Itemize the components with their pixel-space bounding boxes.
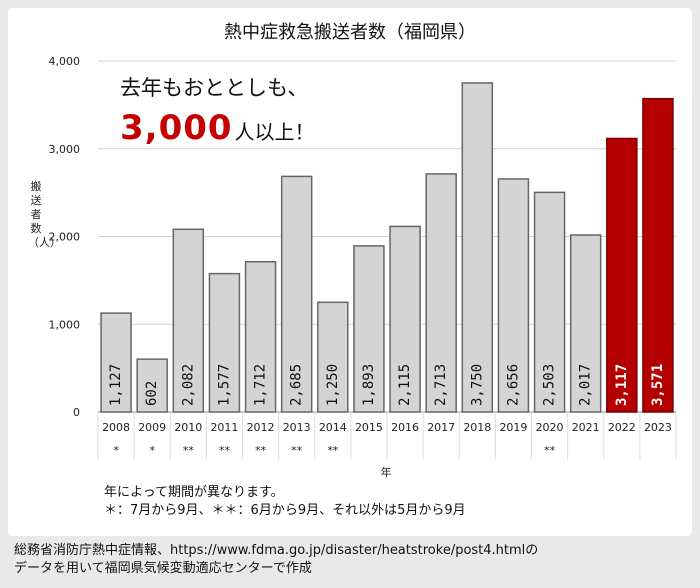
bar: [317, 301, 349, 413]
y-tick-label: 1,000: [49, 318, 81, 331]
x-tick-label: 2023: [644, 421, 672, 434]
x-tick-label: 2012: [247, 421, 275, 434]
source-line2: データを用いて福岡県気候変動適応センターで作成: [14, 561, 312, 576]
bar: [606, 137, 638, 413]
source-credit: 総務省消防庁熱中症情報、https://www.fdma.go.jp/disas…: [14, 542, 538, 578]
period-marker: **: [183, 444, 195, 457]
period-marker: **: [291, 444, 303, 457]
bar-value-label: 1,893: [361, 364, 377, 406]
period-marker: *: [149, 444, 155, 457]
bar-value-label: 602: [144, 381, 160, 406]
period-marker: **: [544, 444, 556, 457]
bar-value-label: 2,017: [578, 364, 594, 406]
bar-value-label: 1,712: [253, 364, 269, 406]
x-tick-label: 2009: [138, 421, 166, 434]
bar-value-label: 2,656: [505, 364, 521, 406]
chart-title: 熱中症救急搬送者数（福岡県）: [224, 22, 476, 43]
bar-chart: 0 1,000 2,000 3,000 4,000 1,127 2008 * 602 2009 * 2…: [49, 55, 677, 479]
y-tick-label: 4,000: [49, 55, 81, 68]
y-tick-label: 2,000: [49, 231, 81, 244]
y-tick-label: 0: [73, 406, 80, 419]
x-tick-label: 2010: [174, 421, 202, 434]
x-tick-label: 2008: [102, 421, 130, 434]
bar: [461, 82, 494, 413]
x-tick-label: 2016: [391, 421, 419, 434]
bar-value-label: 1,577: [216, 364, 232, 406]
bar: [100, 312, 132, 413]
period-note-line2: ＊：7月から9月、＊＊：6月から9月、それ以外は5月から9月: [104, 503, 466, 518]
bar: [425, 173, 457, 413]
callout-suffix: 人以上！: [234, 120, 315, 144]
x-tick-label: 2020: [536, 421, 564, 434]
bar-value-label: 2,115: [397, 364, 413, 406]
period-marker: **: [255, 444, 267, 457]
bar: [136, 358, 168, 413]
callout-line2: 3,000 人以上！: [120, 108, 315, 148]
bar: [172, 228, 205, 413]
callout-box: 去年もおととしも、 3,000 人以上！: [120, 72, 315, 148]
bar: [642, 97, 674, 413]
x-tick-label: 2022: [608, 421, 636, 434]
x-tick-label: 2013: [283, 421, 311, 434]
period-note-line1: 年によって期間が異なります。: [104, 485, 284, 500]
bar: [533, 191, 566, 413]
x-tick-label: 2015: [355, 421, 383, 434]
bar-value-label: 2,713: [433, 364, 449, 406]
bar: [389, 225, 421, 413]
x-axis-label: 年: [381, 465, 392, 479]
callout-line1: 去年もおととしも、: [120, 76, 309, 100]
x-tick-label: 2018: [463, 421, 491, 434]
x-tick-label: 2011: [210, 421, 238, 434]
callout-highlight-number: 3,000: [120, 108, 233, 148]
bar-value-label: 2,503: [542, 364, 558, 406]
bar-value-label: 2,082: [180, 364, 196, 406]
bar-value-label: 1,127: [108, 364, 124, 406]
bar: [280, 175, 313, 413]
y-axis-label: 搬送者数（人）: [28, 180, 61, 249]
period-marker: **: [219, 444, 231, 457]
bar: [353, 245, 385, 413]
y-tick-label: 3,000: [49, 143, 81, 156]
x-tick-label: 2014: [319, 421, 347, 434]
x-tick-label: 2019: [499, 421, 527, 434]
bar-value-label: 1,250: [325, 364, 341, 406]
period-marker: **: [327, 444, 339, 457]
bar-value-label: 3,750: [469, 364, 485, 406]
source-line1: 総務省消防庁熱中症情報、https://www.fdma.go.jp/disas…: [14, 543, 539, 558]
bar-value-label: 3,117: [614, 364, 630, 406]
period-notes: 年によって期間が異なります。 ＊：7月から9月、＊＊：6月から9月、それ以外は5…: [104, 484, 466, 520]
bar-value-label: 2,685: [289, 364, 305, 406]
bar: [497, 178, 530, 413]
period-marker: *: [113, 444, 119, 457]
x-tick-label: 2017: [427, 421, 455, 434]
bar: [569, 234, 602, 413]
bar-value-label: 3,571: [650, 364, 666, 406]
bar: [244, 261, 277, 413]
x-tick-label: 2021: [572, 421, 600, 434]
bar: [208, 272, 241, 413]
